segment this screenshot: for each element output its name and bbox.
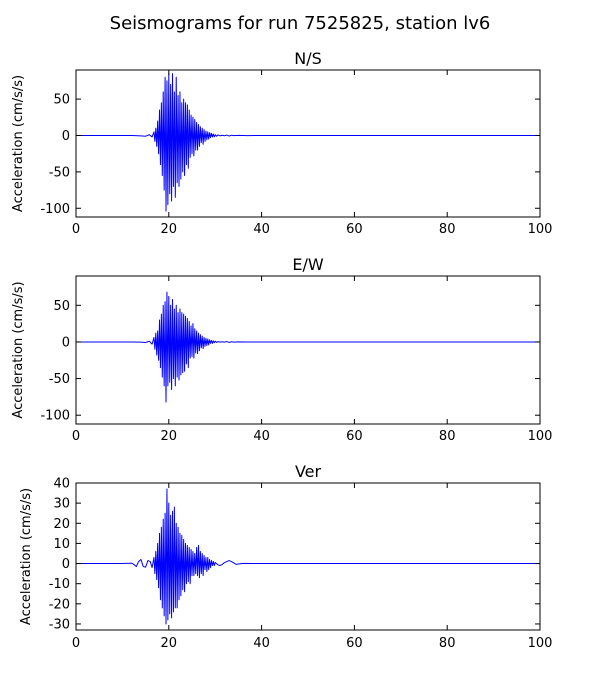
y-tick-label-ew: 0 (62, 335, 70, 350)
x-tick-label-ew: 40 (253, 429, 270, 444)
y-tick-label-ver: 30 (53, 497, 70, 512)
panel-title-ver: Ver (295, 462, 322, 481)
x-tick-label-ns: 100 (528, 222, 553, 237)
axes-frame-ver (75, 482, 541, 631)
x-tick-label-ver: 100 (528, 636, 553, 651)
y-tick-label-ver: 0 (62, 557, 70, 572)
x-tick-label-ver: 20 (161, 636, 178, 651)
y-tick-label-ew: 50 (53, 299, 70, 314)
y-axis-label-ns: Acceleration (cm/s/s) (11, 75, 26, 212)
y-axis-label-ew: Acceleration (cm/s/s) (11, 281, 26, 418)
x-tick-label-ver: 40 (253, 636, 270, 651)
y-tick-label-ns: 0 (62, 129, 70, 144)
series-line-ver (76, 488, 540, 625)
x-tick-label-ew: 0 (72, 429, 80, 444)
x-tick-label-ns: 80 (439, 222, 456, 237)
y-tick-label-ns: -100 (40, 202, 70, 217)
y-tick-label-ns: -50 (49, 165, 70, 180)
series-line-ew (76, 291, 540, 403)
axes-frame-ew (75, 275, 541, 425)
panel-title-ew: E/W (292, 255, 324, 274)
y-tick-label-ver: -10 (49, 577, 70, 592)
axes-frame-ns (75, 69, 541, 218)
panel-ns: N/S Acceleration (cm/s/s) 0 20 40 60 80 100 -100… (11, 49, 552, 237)
x-tick-label-ew: 20 (161, 429, 178, 444)
y-tick-label-ver: 20 (53, 517, 70, 532)
x-tick-label-ew: 60 (346, 429, 363, 444)
panel-title-ns: N/S (294, 49, 322, 68)
series-line-ns (76, 73, 540, 212)
x-tick-label-ew: 100 (528, 429, 553, 444)
x-tick-label-ns: 60 (346, 222, 363, 237)
y-tick-label-ns: 50 (53, 93, 70, 108)
y-tick-label-ew: -50 (49, 372, 70, 387)
x-tick-label-ver: 60 (346, 636, 363, 651)
y-tick-label-ver: -20 (49, 597, 70, 612)
x-tick-label-ns: 0 (72, 222, 80, 237)
figure-title: Seismograms for run 7525825, station lv6 (110, 13, 491, 34)
x-tick-label-ver: 0 (72, 636, 80, 651)
y-axis-label-ver: Acceleration (cm/s/s) (19, 488, 34, 625)
x-tick-label-ns: 40 (253, 222, 270, 237)
y-tick-label-ver: 10 (53, 537, 70, 552)
panel-ew: E/W Acceleration (cm/s/s) 0 20 40 60 80 100 -100… (11, 255, 552, 444)
x-tick-label-ver: 80 (439, 636, 456, 651)
y-tick-label-ver: -30 (49, 617, 70, 632)
y-tick-label-ew: -100 (40, 409, 70, 424)
y-tick-label-ver: 40 (53, 477, 70, 492)
x-tick-label-ns: 20 (161, 222, 178, 237)
x-tick-label-ew: 80 (439, 429, 456, 444)
